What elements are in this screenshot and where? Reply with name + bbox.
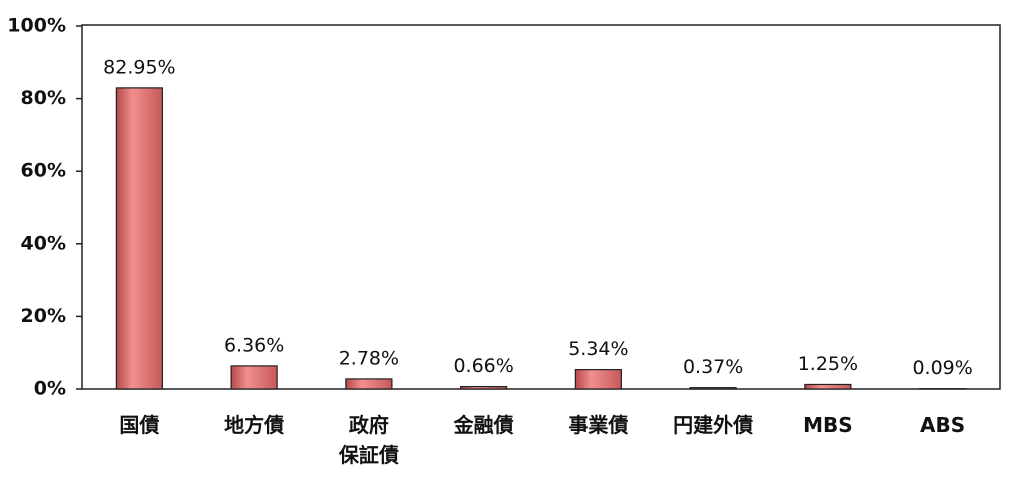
bar — [115, 87, 163, 390]
y-tick-label: 20% — [21, 305, 66, 327]
value-label: 82.95% — [103, 56, 175, 78]
y-tick-label: 0% — [34, 378, 66, 400]
bar — [689, 387, 737, 390]
value-label: 2.78% — [339, 347, 399, 369]
x-tick-label: 事業債 — [568, 413, 629, 437]
value-label: 0.37% — [683, 356, 743, 378]
x-tick-label: 円建外債 — [673, 413, 754, 437]
x-tick-label: ABS — [920, 413, 966, 437]
y-tick-label: 40% — [21, 232, 66, 254]
bar — [345, 378, 393, 390]
bar — [574, 369, 622, 390]
y-tick-label: 80% — [21, 87, 66, 109]
value-label: 6.36% — [224, 334, 284, 356]
bar — [804, 383, 852, 390]
y-tick-label: 100% — [7, 15, 66, 37]
x-tick-label: 金融債 — [453, 413, 514, 437]
value-label: 5.34% — [568, 338, 628, 360]
value-label: 0.66% — [453, 355, 513, 377]
value-label: 1.25% — [798, 353, 858, 375]
value-label: 0.09% — [912, 357, 972, 379]
y-tick-label: 60% — [21, 160, 66, 182]
x-tick-label: 地方債 — [224, 413, 285, 437]
bar — [460, 386, 508, 390]
x-tick-label: 政府 保証債 — [338, 413, 399, 467]
bar — [230, 365, 278, 390]
x-tick-label: MBS — [803, 413, 853, 437]
x-tick-label: 国債 — [119, 413, 160, 437]
plot-frame — [81, 24, 1001, 390]
